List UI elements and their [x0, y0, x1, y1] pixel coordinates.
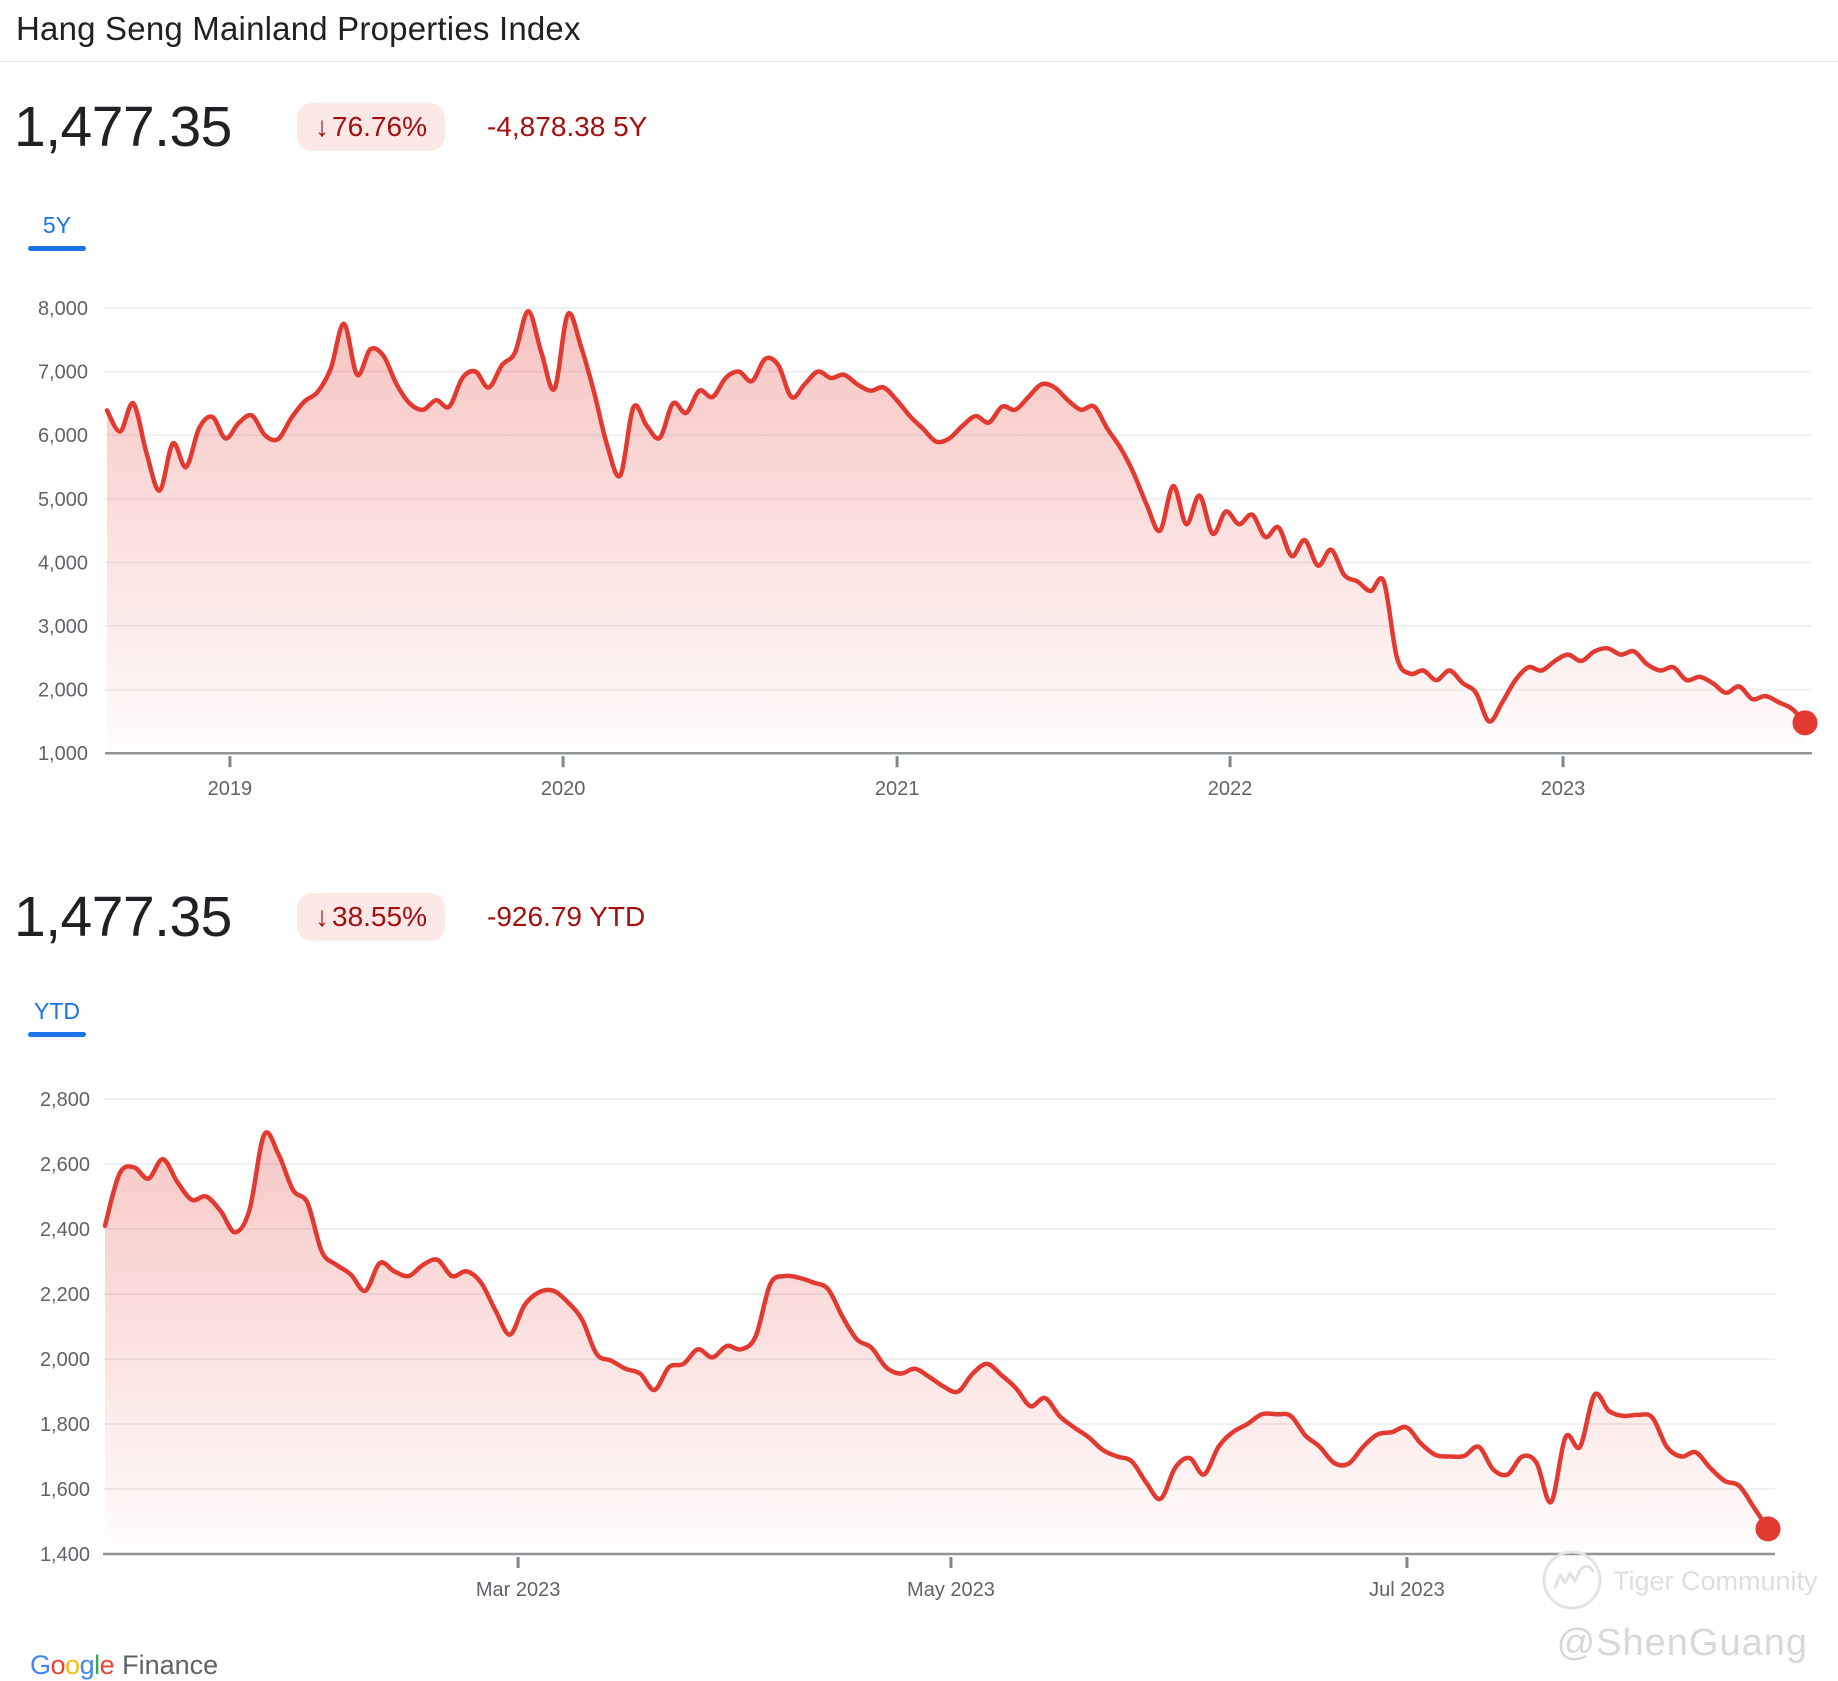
google-logo-letter: o — [65, 1650, 80, 1680]
x-axis: 2019 2020 2021 2022 2023 — [208, 756, 1586, 800]
series-line — [104, 308, 1808, 726]
tiger-community-icon — [1542, 1550, 1602, 1610]
y-tick-label: 2,400 — [40, 1219, 90, 1241]
y-tick-label: 2,800 — [40, 1089, 90, 1111]
y-tick-label: 1,000 — [38, 743, 88, 765]
series-area — [107, 311, 1805, 754]
change-percent-badge: ↓ 38.55% — [297, 893, 445, 941]
y-tick-label: 5,000 — [38, 489, 88, 511]
tab-ytd[interactable]: YTD — [28, 998, 86, 1037]
tab-ytd-underline — [28, 1032, 86, 1037]
google-logo-letter: G — [30, 1650, 51, 1680]
change-absolute-value: -4,878.38 5Y — [487, 111, 648, 142]
x-axis: Mar 2023 May 2023 Jul 2023 — [476, 1557, 1445, 1601]
y-tick-label: 2,000 — [38, 680, 88, 702]
y-tick-label: 2,200 — [40, 1284, 90, 1306]
google-finance-label: Finance — [122, 1650, 219, 1680]
change-percent-badge: ↓ 76.76% — [297, 103, 445, 151]
title-divider — [0, 61, 1838, 62]
google-logo-letter: g — [79, 1650, 95, 1680]
x-tick-label: Jul 2023 — [1369, 1579, 1445, 1601]
series-line — [102, 1130, 1771, 1532]
x-tick-label: May 2023 — [907, 1579, 995, 1601]
last-point-dot — [1755, 1516, 1781, 1542]
google-logo-letter: l — [94, 1650, 100, 1680]
series-area — [105, 1132, 1768, 1554]
x-tick-label: 2023 — [1541, 778, 1586, 800]
y-tick-label: 4,000 — [38, 552, 88, 574]
price-row-5y: 1,477.35 ↓ 76.76% -4,878.38 5Y — [0, 94, 1838, 164]
tab-5y[interactable]: 5Y — [28, 212, 86, 251]
y-tick-label: 2,000 — [40, 1349, 90, 1371]
google-logo: Google — [30, 1650, 115, 1681]
down-arrow-icon: ↓ — [315, 111, 329, 142]
watermark-handle: @ShenGuang — [1556, 1622, 1808, 1664]
y-tick-label: 1,400 — [40, 1544, 90, 1566]
y-tick-label: 3,000 — [38, 616, 88, 638]
x-tick-label: 2021 — [875, 778, 920, 800]
watermark-community: Tiger Community — [1613, 1566, 1818, 1596]
x-tick-label: 2022 — [1208, 778, 1253, 800]
y-tick-label: 1,800 — [40, 1414, 90, 1436]
change-percent-value: 76.76% — [332, 111, 427, 142]
google-logo-letter: o — [50, 1650, 66, 1680]
chart-ytd[interactable]: 2,800 2,600 2,400 2,200 2,000 1,800 1,600 1,400… — [0, 1060, 1838, 1640]
tab-5y-label: 5Y — [42, 212, 72, 238]
x-tick-label: Mar 2023 — [476, 1579, 561, 1601]
page-title: Hang Seng Mainland Properties Index — [16, 10, 581, 47]
y-tick-label: 7,000 — [38, 362, 88, 384]
x-tick-label: 2019 — [208, 778, 253, 800]
current-price: 1,477.35 — [14, 95, 232, 159]
tab-ytd-label: YTD — [34, 998, 80, 1024]
tab-5y-underline — [28, 246, 86, 251]
x-tick-label: 2020 — [541, 778, 586, 800]
google-logo-letter: e — [99, 1650, 115, 1680]
down-arrow-icon: ↓ — [315, 901, 329, 932]
price-row-ytd: 1,477.35 ↓ 38.55% -926.79 YTD — [0, 884, 1838, 954]
current-price: 1,477.35 — [14, 885, 232, 949]
footer: Google Finance — [30, 1650, 218, 1681]
y-tick-label: 6,000 — [38, 425, 88, 447]
y-tick-label: 2,600 — [40, 1154, 90, 1176]
last-point-dot — [1792, 710, 1818, 736]
y-tick-label: 8,000 — [38, 298, 88, 320]
change-absolute-value: -926.79 YTD — [487, 901, 646, 932]
chart-5y[interactable]: 8,000 7,000 6,000 5,000 4,000 3,000 2,000 1,000… — [0, 230, 1838, 855]
change-percent-value: 38.55% — [332, 901, 427, 932]
y-tick-label: 1,600 — [40, 1479, 90, 1501]
